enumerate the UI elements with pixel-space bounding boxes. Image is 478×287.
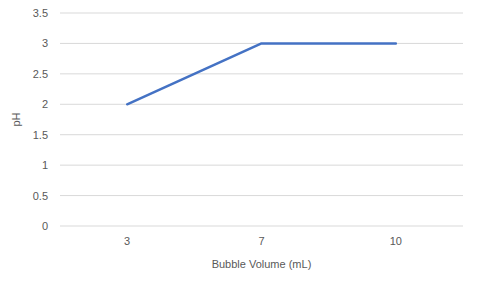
y-tick-label: 3 — [42, 37, 48, 49]
y-tick-label: 1.5 — [33, 129, 48, 141]
chart-container: 0 0.5 1 1.5 2 2.5 3 3.5 3 7 10 Bubble Volume (mL) pH — [0, 0, 478, 287]
grid-line — [60, 195, 463, 196]
grid-line — [60, 13, 463, 14]
x-tick-label: 3 — [124, 235, 130, 247]
x-tick-label: 10 — [390, 235, 402, 247]
x-axis-title: Bubble Volume (mL) — [212, 258, 312, 270]
grid-line — [60, 134, 463, 135]
y-tick-label: 0 — [42, 220, 48, 232]
data-line — [127, 43, 396, 104]
chart-svg: 0 0.5 1 1.5 2 2.5 3 3.5 3 7 10 Bubble Volume (mL) pH — [0, 0, 478, 287]
y-tick-label: 2 — [42, 98, 48, 110]
background — [0, 0, 478, 287]
y-tick-label: 1 — [42, 159, 48, 171]
plot-area — [127, 43, 396, 104]
y-tick-label: 0.5 — [33, 190, 48, 202]
grid-line — [60, 104, 463, 105]
y-axis-title: pH — [10, 112, 22, 126]
x-tick-label: 7 — [258, 235, 264, 247]
grid-line — [60, 226, 463, 227]
grid-line — [60, 73, 463, 74]
y-tick-label: 3.5 — [33, 7, 48, 19]
y-tick-label: 2.5 — [33, 68, 48, 80]
grid-line — [60, 165, 463, 166]
